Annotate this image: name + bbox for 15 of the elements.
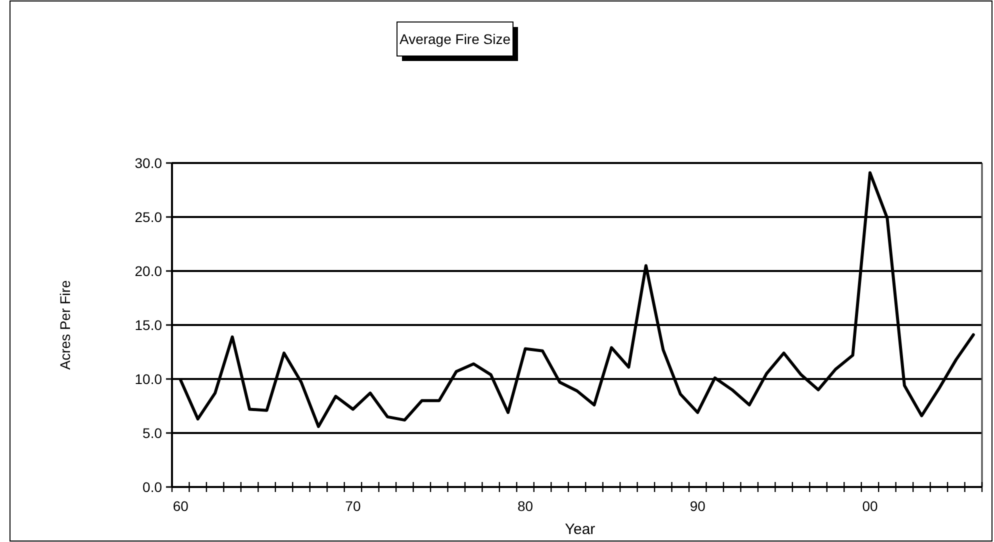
x-tick-label: 00 xyxy=(862,498,878,514)
y-tick-label: 20.0 xyxy=(134,263,162,279)
y-axis-title: Acres Per Fire xyxy=(57,280,73,370)
y-tick-label: 30.0 xyxy=(134,155,162,171)
x-tick-label: 70 xyxy=(345,498,361,514)
x-tick-label: 80 xyxy=(518,498,534,514)
chart-title: Average Fire Size xyxy=(399,31,511,47)
y-tick-label: 5.0 xyxy=(142,425,162,441)
y-tick-label: 10.0 xyxy=(134,371,162,387)
x-axis-title: Year xyxy=(564,521,596,538)
y-tick-label: 25.0 xyxy=(134,209,162,225)
y-tick-label: 15.0 xyxy=(134,317,162,333)
y-tick-label: 0.0 xyxy=(142,479,162,495)
x-tick-label: 60 xyxy=(172,498,189,514)
x-tick-label: 90 xyxy=(690,498,706,514)
